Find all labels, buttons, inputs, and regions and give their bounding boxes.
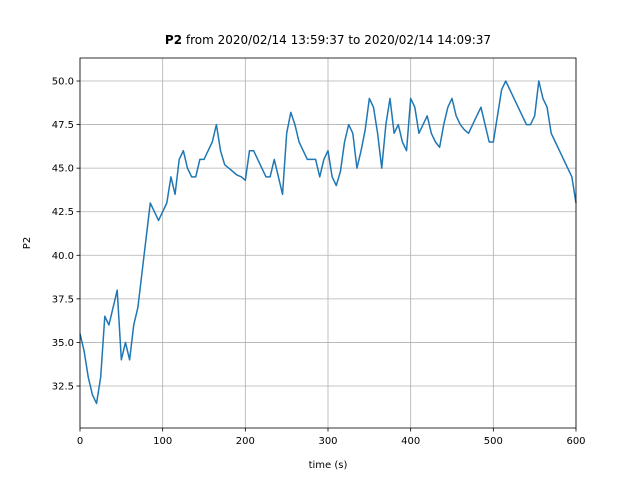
chart-title: P2 from 2020/02/14 13:59:37 to 2020/02/1… (165, 33, 491, 47)
x-tick-label: 300 (318, 436, 337, 447)
y-tick-label: 50.0 (52, 77, 74, 88)
title-text: from 2020/02/14 13:59:37 to 2020/02/14 1… (186, 33, 491, 47)
x-tick-label: 200 (236, 436, 255, 447)
y-tick-label: 42.5 (52, 207, 74, 218)
title-bold: P2 (165, 33, 182, 47)
plot-frame (79, 57, 577, 429)
x-tick-label: 400 (401, 436, 420, 447)
x-tick-label: 0 (77, 436, 83, 447)
y-axis-label: P2 (22, 237, 33, 249)
y-tick-label: 37.5 (52, 294, 74, 305)
x-tick-label: 500 (484, 436, 503, 447)
x-tick-label: 600 (566, 436, 585, 447)
y-tick-label: 40.0 (52, 251, 74, 262)
y-tick-label: 32.5 (52, 381, 74, 392)
y-tick-label: 35.0 (52, 338, 74, 349)
data-line (79, 80, 577, 405)
x-axis-label: time (s) (309, 460, 348, 471)
x-tick-label: 100 (153, 436, 172, 447)
y-tick-label: 45.0 (52, 164, 74, 175)
y-tick-label: 47.5 (52, 120, 74, 131)
